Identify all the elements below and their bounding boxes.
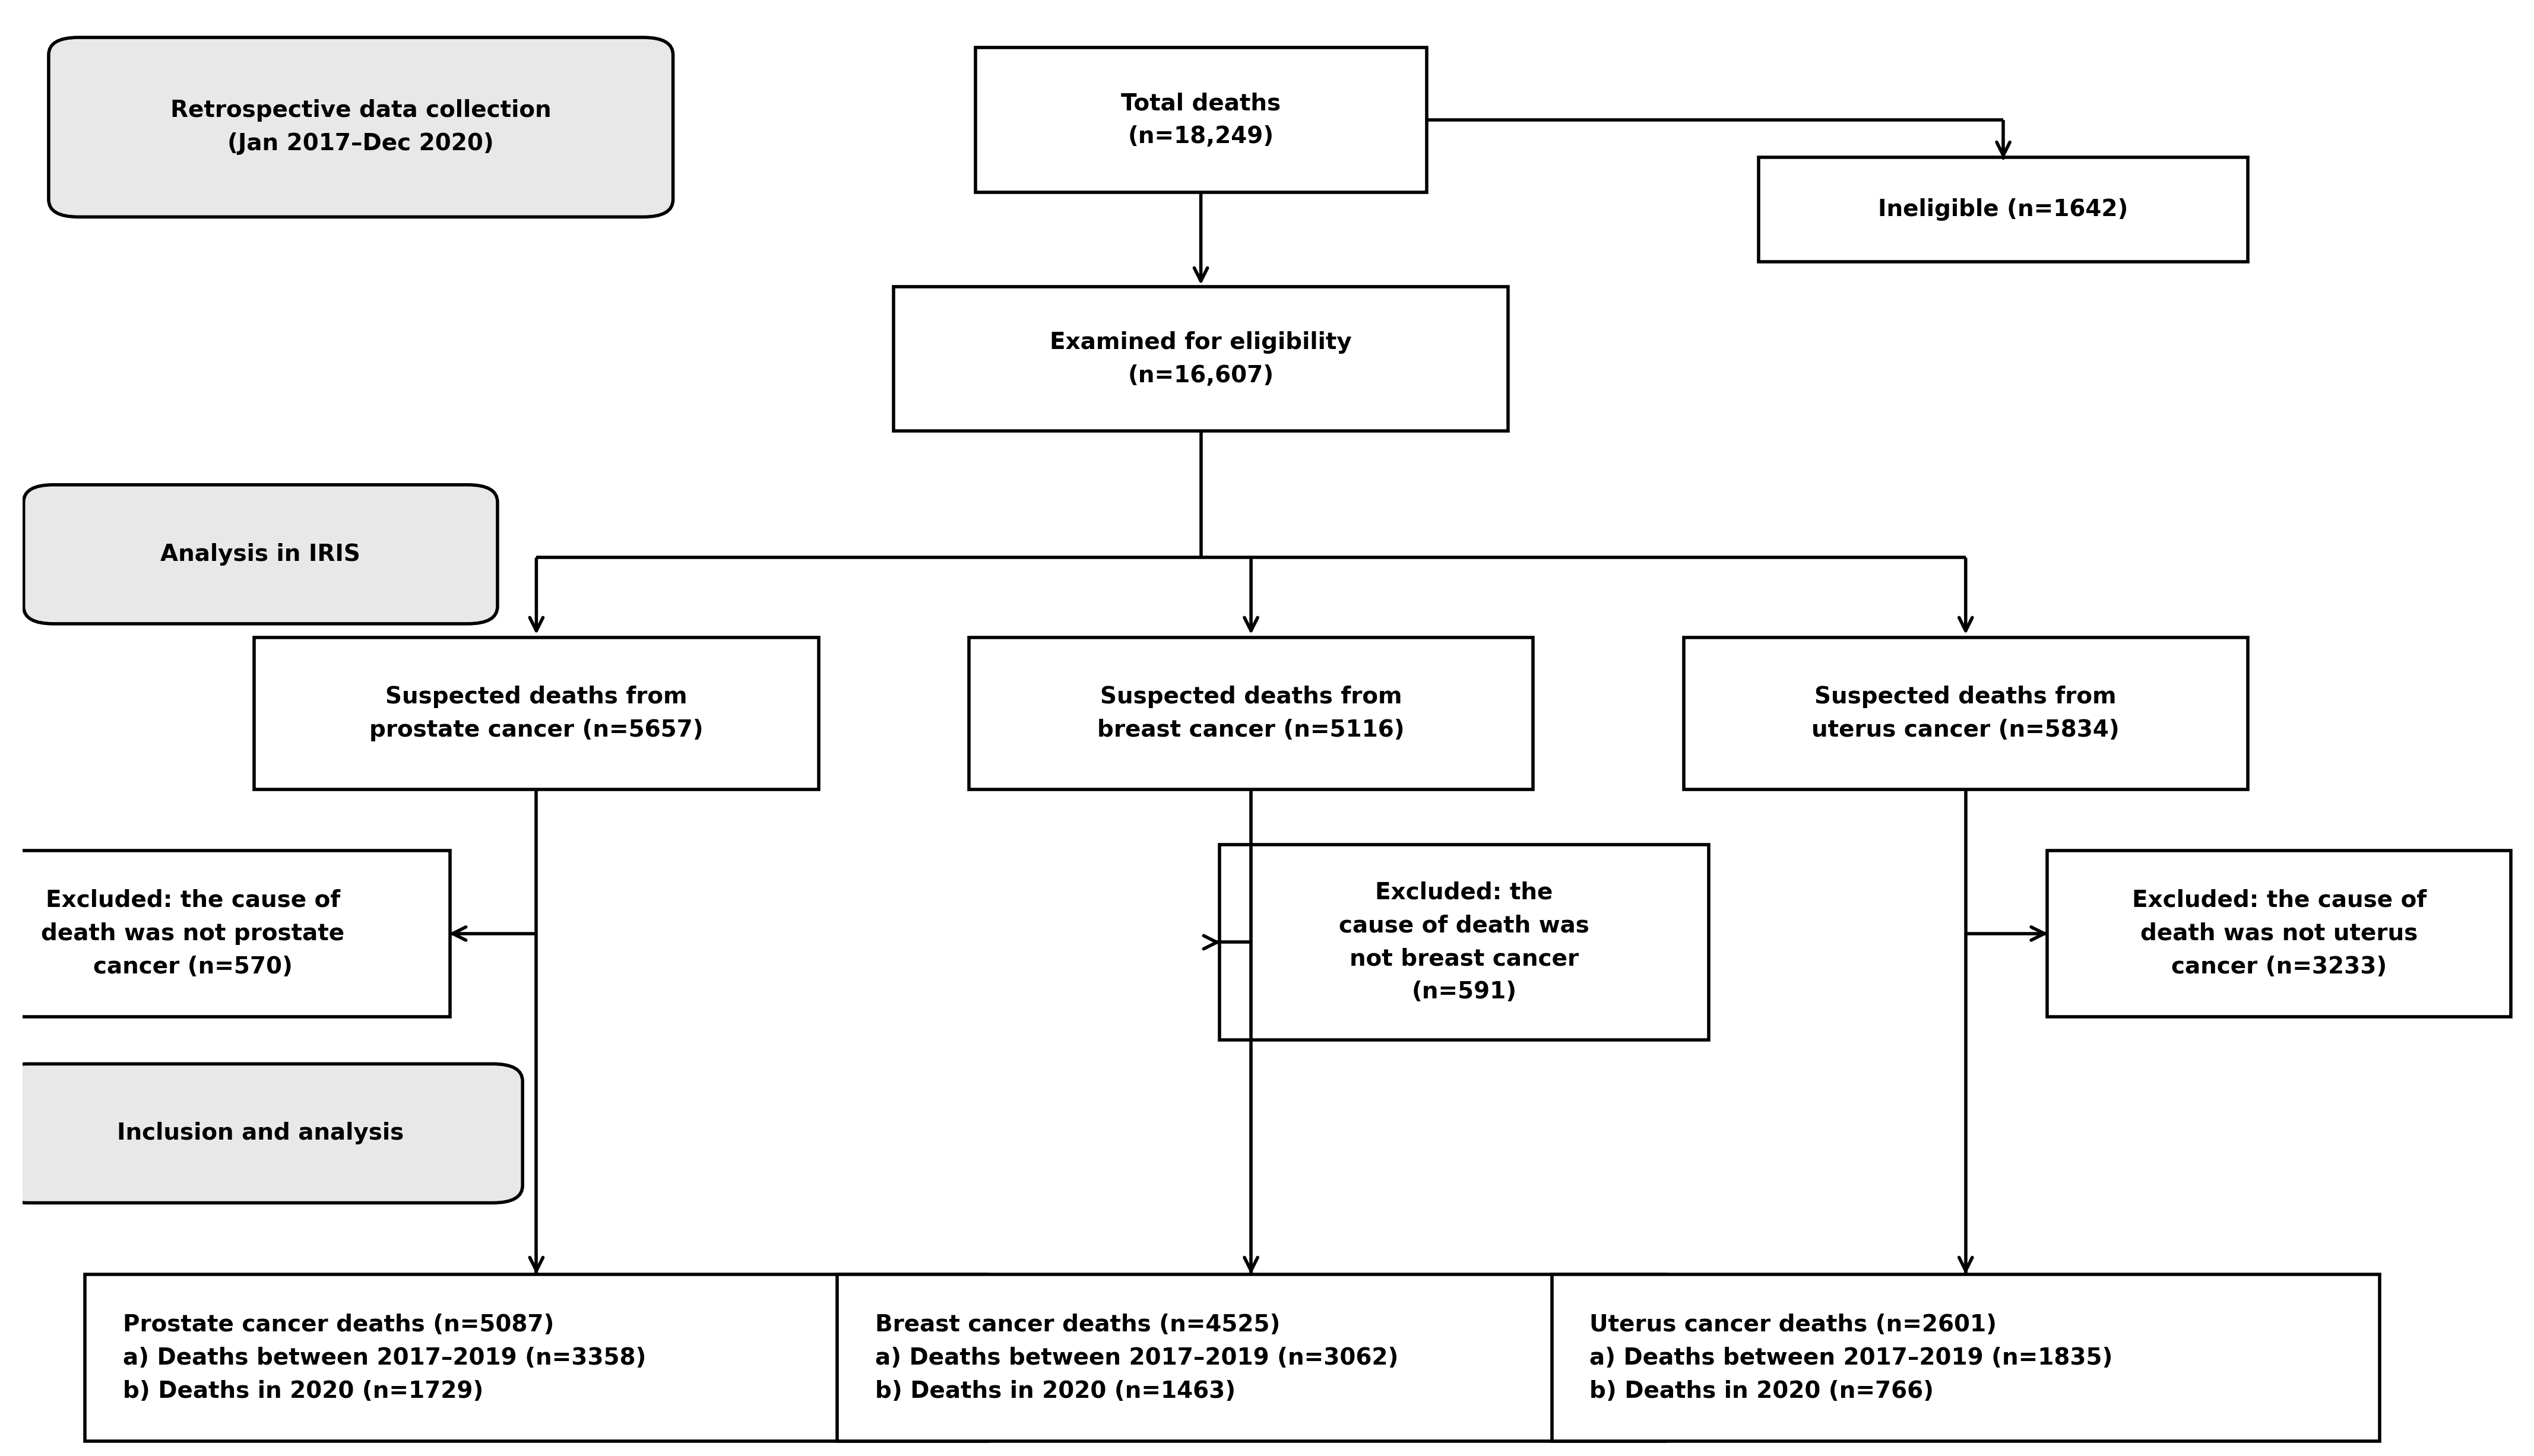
FancyBboxPatch shape — [23, 485, 497, 623]
FancyBboxPatch shape — [0, 850, 451, 1016]
FancyBboxPatch shape — [86, 1274, 988, 1441]
Text: Prostate cancer deaths (n=5087)
a) Deaths between 2017–2019 (n=3358)
b) Deaths i: Prostate cancer deaths (n=5087) a) Death… — [122, 1313, 646, 1402]
FancyBboxPatch shape — [253, 638, 818, 789]
Text: Ineligible (n=1642): Ineligible (n=1642) — [1878, 198, 2129, 221]
FancyBboxPatch shape — [48, 38, 674, 217]
Text: Excluded: the cause of
death was not uterus
cancer (n=3233): Excluded: the cause of death was not ute… — [2131, 890, 2428, 978]
Text: Analysis in IRIS: Analysis in IRIS — [160, 543, 360, 565]
FancyBboxPatch shape — [2047, 850, 2511, 1016]
Text: Inclusion and analysis: Inclusion and analysis — [117, 1123, 403, 1144]
Text: Uterus cancer deaths (n=2601)
a) Deaths between 2017–2019 (n=1835)
b) Deaths in : Uterus cancer deaths (n=2601) a) Deaths … — [1589, 1313, 2113, 1402]
FancyBboxPatch shape — [968, 638, 1533, 789]
FancyBboxPatch shape — [895, 287, 1508, 431]
FancyBboxPatch shape — [1759, 157, 2248, 262]
FancyBboxPatch shape — [1683, 638, 2248, 789]
Text: Breast cancer deaths (n=4525)
a) Deaths between 2017–2019 (n=3062)
b) Deaths in : Breast cancer deaths (n=4525) a) Deaths … — [874, 1313, 1399, 1402]
Text: Excluded: the
cause of death was
not breast cancer
(n=591): Excluded: the cause of death was not bre… — [1338, 881, 1589, 1003]
Text: Suspected deaths from
uterus cancer (n=5834): Suspected deaths from uterus cancer (n=5… — [1812, 686, 2118, 741]
Text: Excluded: the cause of
death was not prostate
cancer (n=570): Excluded: the cause of death was not pro… — [41, 890, 345, 978]
FancyBboxPatch shape — [1219, 844, 1708, 1040]
Text: Suspected deaths from
prostate cancer (n=5657): Suspected deaths from prostate cancer (n… — [370, 686, 704, 741]
Text: Examined for eligibility
(n=16,607): Examined for eligibility (n=16,607) — [1049, 331, 1353, 387]
FancyBboxPatch shape — [976, 48, 1427, 192]
FancyBboxPatch shape — [836, 1274, 1665, 1441]
Text: Total deaths
(n=18,249): Total deaths (n=18,249) — [1120, 92, 1280, 149]
FancyBboxPatch shape — [1551, 1274, 2379, 1441]
Text: Suspected deaths from
breast cancer (n=5116): Suspected deaths from breast cancer (n=5… — [1097, 686, 1404, 741]
FancyBboxPatch shape — [0, 1064, 522, 1203]
Text: Retrospective data collection
(Jan 2017–Dec 2020): Retrospective data collection (Jan 2017–… — [170, 99, 552, 156]
